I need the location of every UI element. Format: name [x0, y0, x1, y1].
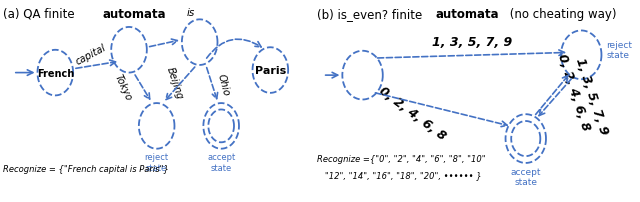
Text: Paris: Paris [255, 66, 286, 76]
Text: reject
state: reject state [606, 41, 632, 60]
Text: automata: automata [103, 7, 166, 21]
Text: accept
state: accept state [511, 167, 541, 186]
Text: is: is [186, 8, 195, 18]
Text: automata: automata [436, 7, 500, 21]
Text: 1, 3, 5, 7, 9: 1, 3, 5, 7, 9 [432, 36, 512, 48]
Text: (no cheating way): (no cheating way) [506, 7, 617, 21]
Text: Ohio: Ohio [216, 73, 232, 97]
Text: Beijing: Beijing [164, 66, 184, 101]
Text: Recognize = {"French capital is Paris"}: Recognize = {"French capital is Paris"} [3, 164, 169, 173]
Text: (b) is_even? finite: (b) is_even? finite [317, 7, 426, 21]
Text: (a) QA finite: (a) QA finite [3, 7, 79, 21]
Text: 1, 3, 5, 7, 9: 1, 3, 5, 7, 9 [573, 56, 611, 136]
Text: "12", "14", "16", "18", "20", •••••• }: "12", "14", "16", "18", "20", •••••• } [317, 170, 481, 179]
Text: accept
state: accept state [207, 153, 236, 172]
Text: Tokyo: Tokyo [113, 72, 133, 102]
Text: capital: capital [74, 42, 108, 66]
Text: 0, 2, 4, 6, 8: 0, 2, 4, 6, 8 [555, 52, 592, 132]
Text: reject
state: reject state [145, 153, 169, 172]
Text: Recognize ={"0", "2", "4", "6", "8", "10": Recognize ={"0", "2", "4", "6", "8", "10… [317, 154, 486, 163]
Text: French: French [36, 68, 74, 78]
Text: 0, 2, 4, 6, 8: 0, 2, 4, 6, 8 [377, 84, 449, 143]
